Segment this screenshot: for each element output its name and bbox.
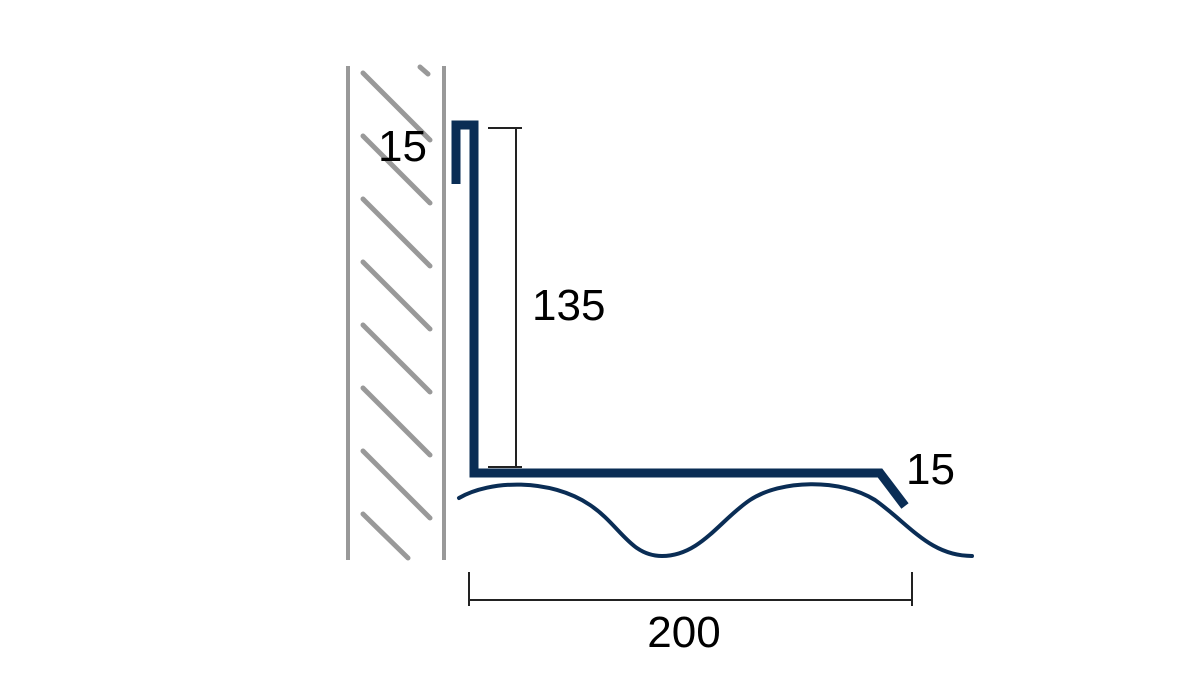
wall — [346, 64, 446, 561]
label-upstand-height: 135 — [532, 281, 605, 330]
flashing-profile — [451, 120, 909, 509]
label-drip-edge: 15 — [906, 445, 955, 494]
wall-hatching — [360, 64, 433, 561]
dimension-upstand — [488, 127, 522, 468]
dimension-width — [468, 572, 913, 606]
label-cover-width: 200 — [647, 608, 720, 657]
corrugated-sheet — [457, 482, 974, 559]
label-top-return: 15 — [378, 122, 427, 171]
